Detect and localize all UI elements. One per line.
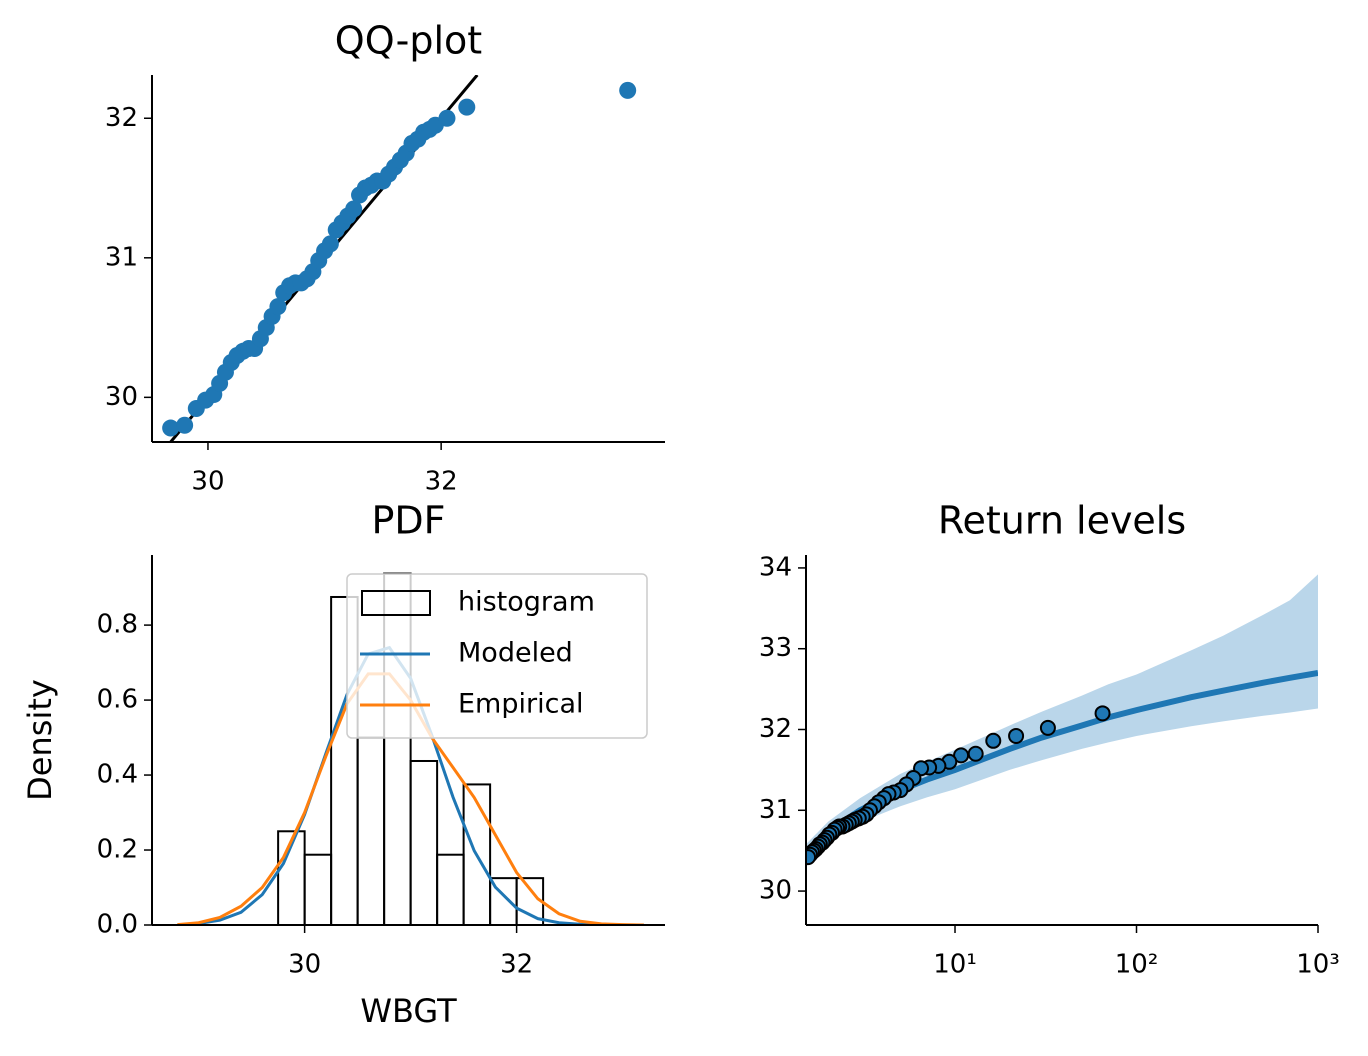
y-tick-label: 0.8: [97, 610, 138, 640]
x-tick-label: 10³: [1296, 950, 1340, 980]
histogram-bar: [409, 759, 439, 925]
y-tick-label: 0.0: [97, 910, 138, 940]
y-tick-label: 30: [105, 382, 138, 412]
y-tick-label: 0.4: [97, 760, 138, 790]
histogram-bar: [303, 853, 333, 925]
x-axis-label: WBGT: [360, 992, 457, 1030]
histogram-bar: [462, 783, 492, 925]
y-tick-label: 0.2: [97, 835, 138, 865]
y-axis-label: Density: [21, 679, 59, 801]
legend-label: Modeled: [458, 638, 573, 669]
plot-area: [806, 574, 1318, 866]
histogram-bar: [436, 853, 465, 925]
x-tick-label: 30: [288, 950, 321, 980]
axes: PDF WBGT Density 30 32 0.0 0.2 0.4 0.6 0.8 histogr…: [21, 499, 665, 1030]
title: Return levels: [938, 499, 1186, 543]
qq-point: [269, 298, 287, 316]
y-tick-label: 31: [105, 242, 138, 272]
qq-point: [162, 419, 180, 437]
legend: histogram Modeled Empirical: [346, 573, 648, 739]
x-tick-label: 32: [500, 950, 533, 980]
legend-label: Empirical: [458, 689, 584, 720]
title: QQ-plot: [335, 19, 482, 63]
return-point: [1039, 719, 1056, 736]
y-tick-label: 0.6: [97, 685, 138, 715]
return-point: [1008, 727, 1025, 744]
y-tick-label: 34: [759, 552, 792, 582]
qq-point: [321, 235, 339, 253]
return-point: [967, 745, 984, 762]
confidence-band: [806, 574, 1318, 861]
y-tick-label: 32: [759, 714, 792, 744]
legend-label: histogram: [458, 587, 595, 618]
legend-swatch: [361, 590, 431, 616]
qq-point: [345, 200, 363, 218]
histogram-bar: [356, 736, 386, 925]
x-tick-label: 10²: [1115, 950, 1159, 980]
y-tick-label: 32: [105, 103, 138, 133]
return-point: [953, 747, 970, 764]
axes: Return levels 10¹ 10² 10³ 30 31 32 33 34: [759, 499, 1340, 980]
x-tick-label: 30: [191, 467, 224, 497]
title: PDF: [371, 499, 445, 543]
return-point: [1094, 705, 1111, 722]
y-tick-label: 30: [759, 876, 792, 906]
x-tick-label: 32: [425, 467, 458, 497]
qq-point: [619, 81, 637, 99]
return-point: [806, 849, 817, 866]
qq-point: [438, 109, 456, 127]
return-point: [985, 732, 1002, 749]
qq-point: [458, 98, 476, 116]
y-tick-label: 31: [759, 795, 792, 825]
qq-point: [176, 416, 194, 434]
axes: QQ-plot 30 32 30 31 32: [105, 19, 665, 497]
x-tick-label: 10¹: [933, 950, 977, 980]
y-tick-label: 33: [759, 633, 792, 663]
